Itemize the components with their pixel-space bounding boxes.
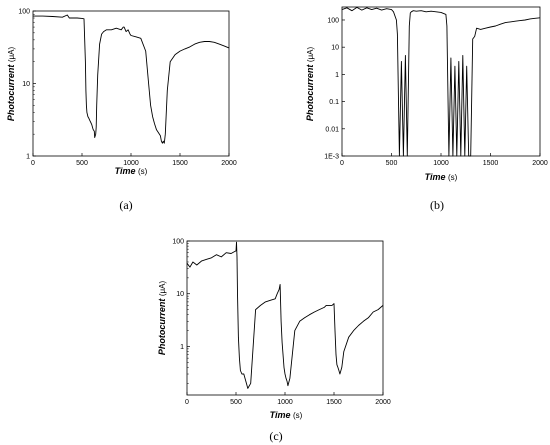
panel-a-ticks: 0 500 1000 1500 2000 1 10 100 (18, 9, 237, 168)
panel-c-x-axis-label: Time (270, 410, 291, 420)
panel-c-label: (c) (269, 429, 282, 443)
panel-b-y-tick-label: 1 (335, 72, 339, 79)
panel-a-x-axis-title: Time (s) (115, 166, 148, 176)
panel-a-y-tick-label: 10 (22, 81, 30, 88)
panel-b: 0 500 1000 1500 2000 1E-3 0.01 0.1 1 10 100 Photoc… (305, 6, 548, 212)
panel-a-x-axis-unit: (s) (138, 167, 148, 176)
panel-b-series-line (341, 6, 541, 157)
panel-c-y-tick-label: 10 (176, 291, 184, 298)
panel-c-x-axis-unit: (s) (293, 411, 303, 420)
panel-b-x-axis-title: Time (s) (425, 172, 458, 182)
panel-b-y-tick-label: 0.01 (325, 126, 339, 133)
panel-a-y-axis-title: Photocurrent (μA) (6, 47, 16, 122)
panel-b-label: (b) (430, 198, 444, 212)
panel-b-x-tick-label: 1000 (433, 160, 449, 167)
panel-b-y-axis-unit: (μA) (306, 47, 315, 63)
panel-a-label: (a) (119, 198, 132, 212)
panel-b-y-tick-label: 0.1 (329, 99, 339, 106)
panel-a-x-tick-label: 500 (76, 160, 88, 167)
panel-b-x-tick-label: 0 (340, 160, 344, 167)
panel-b-ticks: 0 500 1000 1500 2000 1E-3 0.01 0.1 1 10 100 (324, 17, 548, 167)
panel-b-y-axis-title: Photocurrent (μA) (305, 47, 315, 122)
panel-c-y-axis-label: Photocurrent (157, 298, 167, 356)
panel-c-x-axis-title: Time (s) (270, 410, 303, 420)
panel-a-x-axis-label: Time (115, 166, 136, 176)
panel-c-x-tick-label: 1500 (326, 399, 342, 406)
panel-c-y-tick-label: 100 (172, 239, 184, 246)
panel-c-y-tick-label: 1 (180, 344, 184, 351)
panel-c: 0 500 1000 1500 2000 1 10 100 Photocurrent (μA)… (157, 239, 391, 444)
panel-b-x-axis-label: Time (425, 172, 446, 182)
panel-c-x-tick-label: 0 (185, 399, 189, 406)
panel-c-y-axis-unit: (μA) (158, 281, 167, 297)
panel-b-x-tick-label: 500 (386, 160, 398, 167)
panel-b-y-tick-label: 10 (331, 45, 339, 52)
panel-a-x-tick-label: 1000 (123, 160, 139, 167)
panel-b-x-tick-label: 2000 (532, 160, 548, 167)
panel-b-y-tick-label: 100 (327, 17, 339, 24)
panel-b-y-tick-label: 1E-3 (324, 154, 339, 161)
panel-a-x-tick-label: 1500 (172, 160, 188, 167)
panel-b-x-tick-label: 1500 (483, 160, 499, 167)
panel-c-ticks: 0 500 1000 1500 2000 1 10 100 (172, 239, 391, 407)
panel-a-y-tick-label: 1 (26, 154, 30, 161)
panel-b-plot-frame (341, 6, 541, 157)
panel-a-y-axis-unit: (μA) (7, 47, 16, 63)
panel-a-x-tick-label: 0 (31, 160, 35, 167)
panel-a-plot-frame (32, 10, 230, 157)
panel-c-y-axis-title: Photocurrent (μA) (157, 281, 167, 356)
panel-a-y-tick-label: 100 (18, 9, 30, 16)
panel-a: 0 500 1000 1500 2000 1 10 100 Photocurrent (μA)… (6, 9, 237, 213)
panel-b-x-axis-unit: (s) (448, 173, 458, 182)
panel-c-series-line (186, 241, 384, 389)
panel-a-series-line (33, 14, 230, 144)
panel-a-x-tick-label: 2000 (221, 160, 237, 167)
panel-c-x-tick-label: 1000 (277, 399, 293, 406)
panel-c-x-tick-label: 2000 (375, 399, 391, 406)
panel-b-y-axis-label: Photocurrent (305, 64, 315, 122)
panel-c-x-tick-label: 500 (230, 399, 242, 406)
panel-a-y-axis-label: Photocurrent (6, 64, 16, 122)
